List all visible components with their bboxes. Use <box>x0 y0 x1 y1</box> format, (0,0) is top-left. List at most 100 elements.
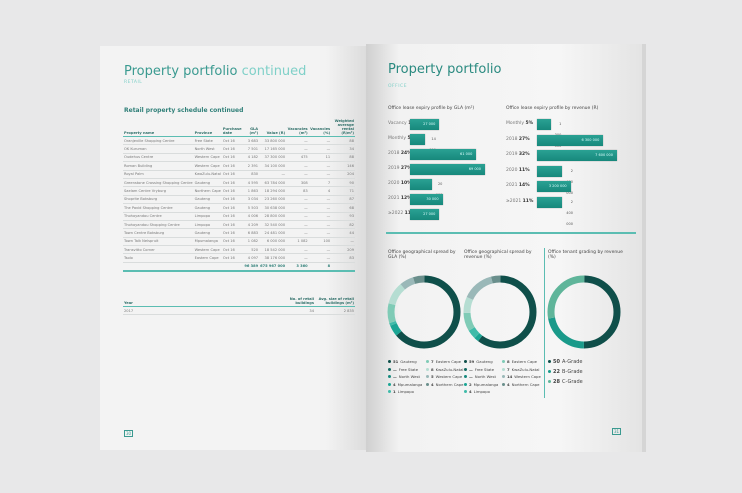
donut-segment <box>387 275 461 349</box>
table-cell: 88 <box>331 153 355 163</box>
table-cell: 2017 <box>123 306 275 316</box>
bar: 27 000 <box>410 119 440 130</box>
legend-item: 4 Limpopo <box>464 388 490 395</box>
table-cell: Transvitto Corner <box>123 245 194 255</box>
bar-label: Monthly 5% <box>506 121 534 126</box>
table-cell: 308 <box>286 178 309 188</box>
table-cell: — <box>259 170 287 179</box>
table-cell: Gauteng <box>193 228 222 238</box>
table-cell: Oct 16 <box>221 237 244 247</box>
legend-dot-icon <box>548 370 551 373</box>
table-cell: — <box>308 228 332 238</box>
revenue-chart-title: Office lease expiry profile by revenue (… <box>506 106 599 111</box>
legend-item: — North West <box>464 373 496 380</box>
table-cell: OK Kuruman <box>123 144 194 154</box>
table-cell: Oct 16 <box>221 161 244 171</box>
table-cell: — <box>331 237 355 247</box>
table-cell: 5 503 <box>243 203 260 213</box>
bar-label: 2018 27% <box>506 136 530 142</box>
page-title: Property portfolio <box>388 62 502 77</box>
table-row: Greenstone Crossing Shopping Centre Gaute… <box>123 178 355 188</box>
table-cell: — <box>286 228 309 238</box>
legend-item: 4 Northern Cape <box>426 381 463 388</box>
bar-value: 2 400 000 <box>566 199 573 226</box>
legend-item: 51 Gauteng <box>388 358 417 365</box>
table-cell: Free State <box>193 136 222 146</box>
legend-dot-icon <box>502 375 505 378</box>
table-cell: — <box>308 212 332 221</box>
table-cell: 3 683 <box>243 136 260 146</box>
table-cell: — <box>286 195 309 205</box>
table-cell: Oct 16 <box>221 136 244 146</box>
table-row: Thohoyandou Centre Limpopo Oct 16 4 006 28 8… <box>123 212 355 221</box>
donut-segment <box>387 275 461 349</box>
table-cell: 17 165 000 <box>259 144 287 154</box>
legend-item: 5 Western Cape <box>426 373 462 380</box>
column-header: No. of retail buildings <box>275 296 315 307</box>
legend-item: 4 Northern Cape <box>502 381 539 388</box>
table-cell: — <box>286 203 309 213</box>
donut-segment <box>463 275 537 349</box>
table-cell: 33 800 000 <box>259 136 287 146</box>
column-header: Year <box>123 296 275 307</box>
table-row: Tsolo Eastern Cape Oct 16 4 097 38 176 000— —… <box>123 253 355 263</box>
legend-dot-icon <box>426 375 429 378</box>
table-row: Shoprite Boksburg Gauteng Oct 16 3 034 23 26… <box>123 195 355 205</box>
table-cell: Oct 16 <box>221 220 244 230</box>
table-row: OK Kuruman North West Oct 16 7 501 17 165 00… <box>123 144 355 154</box>
table-row: The Pavid Shopping Centre Gauteng Oct 16 5 … <box>123 203 355 213</box>
retail-schedule-table: Property name Province Purchase date GLA (m… <box>123 118 355 272</box>
legend-item: 2 Mpumalanga <box>464 381 498 388</box>
table-cell: Oct 16 <box>221 203 244 213</box>
bar: 14 000 <box>410 134 436 152</box>
donut-segment <box>463 275 537 349</box>
bar-label: 2020 11% <box>506 167 530 173</box>
legend-item: 14 Western Cape <box>502 373 541 380</box>
bar-label: 2021 14% <box>506 183 530 188</box>
page-title: Property portfolio continued <box>124 64 307 79</box>
column-header: Province <box>193 118 222 137</box>
legend-item: 4 Mpumalanga <box>388 381 422 388</box>
table-cell: Tsolo <box>123 253 194 263</box>
total-cell <box>193 262 222 272</box>
bar: 7 600 000 <box>537 150 617 161</box>
bar: 2 400 000 <box>537 165 573 195</box>
table-cell: 6 883 <box>243 228 260 238</box>
total-cell: 675 967 000 <box>259 262 287 272</box>
table-cell: 88 <box>331 136 355 146</box>
table-cell: Oct 16 <box>221 195 244 205</box>
table-cell: 4 097 <box>243 253 260 263</box>
bar: 3 200 000 <box>537 181 571 192</box>
table-cell: 520 <box>243 245 260 255</box>
table-cell: Western Cape <box>193 245 222 255</box>
table-cell: 2 391 <box>243 161 260 171</box>
left-page: Property portfolio continued RETAIL Reta… <box>100 46 366 450</box>
table-cell: 93 <box>331 212 355 221</box>
table-row: Saelam Centre Vryburg Northern Cape Oct 16… <box>123 186 355 196</box>
column-header: Weighted average rental (R/m²) <box>331 118 355 137</box>
table-cell: Town Talk Nelspruit <box>123 237 194 247</box>
table-row: Roman Building Western Cape Oct 16 2 391 34 … <box>123 161 355 171</box>
donut-title: Office geographical spread by revenue (%… <box>464 250 532 260</box>
table-cell: 146 <box>331 161 355 171</box>
table-cell: — <box>286 253 309 263</box>
table-cell: Mpumalanga <box>193 237 222 247</box>
table-cell: 83 <box>331 253 355 263</box>
table-cell: 83 <box>286 186 309 196</box>
table-cell: 68 <box>331 203 355 213</box>
legend-dot-icon <box>426 367 429 371</box>
table-row: Oudehus Centre Western Cape Oct 16 4 182 37 … <box>123 153 355 163</box>
bar: 6 300 000 <box>537 134 604 146</box>
legend-dot-icon <box>502 360 505 363</box>
table-cell: 90 <box>331 178 355 188</box>
table-cell: — <box>286 170 309 179</box>
column-header: Value (R) <box>259 118 287 137</box>
table-cell: — <box>308 161 332 171</box>
table-cell: — <box>286 136 309 146</box>
table-cell: 6 000 000 <box>259 237 287 247</box>
bar-value: 3 200 000 <box>548 184 567 188</box>
table-cell: The Pavid Shopping Centre <box>123 203 194 213</box>
donut-title: Office geographical spread by GLA (%) <box>388 250 456 260</box>
table-cell: Oct 16 <box>221 253 244 263</box>
table-cell: Oct 16 <box>221 170 244 179</box>
